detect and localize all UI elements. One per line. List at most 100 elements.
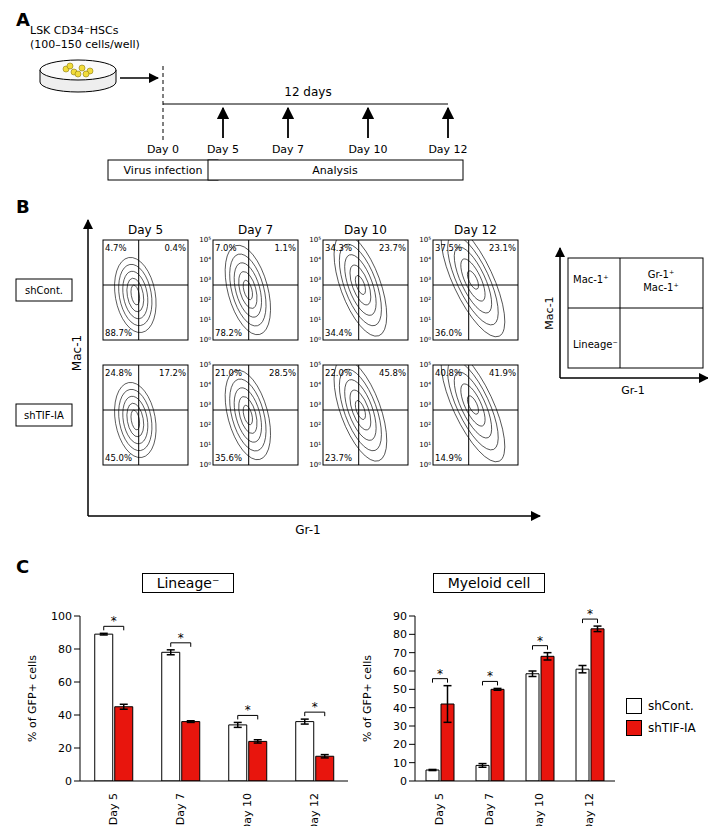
svg-text:10³: 10³: [199, 401, 211, 409]
svg-text:10⁵: 10⁵: [419, 361, 431, 369]
svg-text:90: 90: [393, 610, 407, 623]
svg-text:Day 5: Day 5: [107, 793, 120, 825]
svg-text:80: 80: [393, 628, 407, 641]
svg-text:40: 40: [393, 702, 407, 715]
svg-text:10⁰: 10⁰: [419, 461, 431, 469]
svg-text:10⁰: 10⁰: [419, 336, 431, 344]
svg-text:10³: 10³: [309, 401, 321, 409]
svg-text:Day 0: Day 0: [147, 143, 179, 156]
svg-text:Gr-1: Gr-1: [621, 384, 644, 397]
svg-text:10⁴: 10⁴: [309, 256, 321, 264]
svg-text:10⁴: 10⁴: [419, 381, 431, 389]
svg-text:0: 0: [65, 775, 72, 788]
svg-text:Day 10: Day 10: [344, 223, 387, 237]
svg-text:0: 0: [400, 775, 407, 788]
svg-text:10¹: 10¹: [309, 316, 321, 324]
svg-text:100: 100: [51, 610, 72, 623]
svg-text:10⁰: 10⁰: [199, 461, 211, 469]
svg-text:10²: 10²: [419, 296, 431, 304]
svg-text:Day 10: Day 10: [348, 143, 387, 156]
svg-text:LSK CD34⁻HSCs: LSK CD34⁻HSCs: [30, 24, 119, 37]
svg-text:10⁵: 10⁵: [199, 361, 211, 369]
svg-text:10⁴: 10⁴: [419, 256, 431, 264]
svg-text:*: *: [245, 703, 251, 717]
svg-text:40: 40: [58, 709, 72, 722]
svg-text:78.2%: 78.2%: [215, 328, 242, 338]
svg-text:1.1%: 1.1%: [274, 243, 296, 253]
svg-text:41.9%: 41.9%: [489, 368, 516, 378]
svg-text:10¹: 10¹: [199, 316, 211, 324]
svg-text:10²: 10²: [309, 421, 321, 429]
svg-text:10³: 10³: [419, 401, 431, 409]
svg-text:40.8%: 40.8%: [435, 368, 462, 378]
svg-text:45.8%: 45.8%: [379, 368, 406, 378]
svg-text:Mac-1⁺: Mac-1⁺: [643, 282, 679, 293]
svg-text:10³: 10³: [419, 276, 431, 284]
svg-text:28.5%: 28.5%: [269, 368, 296, 378]
svg-text:21.0%: 21.0%: [215, 368, 242, 378]
svg-text:37.5%: 37.5%: [435, 243, 462, 253]
svg-text:*: *: [111, 614, 117, 628]
svg-text:*: *: [178, 631, 184, 645]
svg-text:30: 30: [393, 720, 407, 733]
svg-text:Day 5: Day 5: [128, 223, 163, 237]
svg-text:shTIF-IA: shTIF-IA: [24, 410, 64, 421]
svg-text:10²: 10²: [199, 296, 211, 304]
svg-text:10⁴: 10⁴: [199, 256, 211, 264]
svg-text:Day 12: Day 12: [308, 793, 321, 826]
svg-text:10⁵: 10⁵: [309, 361, 321, 369]
svg-text:Lineage⁻: Lineage⁻: [573, 339, 618, 350]
svg-text:23.7%: 23.7%: [325, 453, 352, 463]
svg-text:17.2%: 17.2%: [159, 368, 186, 378]
svg-text:% of GFP+ cells: % of GFP+ cells: [361, 655, 374, 742]
svg-text:Analysis: Analysis: [312, 164, 358, 177]
svg-text:36.0%: 36.0%: [435, 328, 462, 338]
svg-text:10⁴: 10⁴: [309, 381, 321, 389]
svg-text:10: 10: [393, 757, 407, 770]
svg-text:10²: 10²: [309, 296, 321, 304]
svg-text:88.7%: 88.7%: [105, 328, 132, 338]
svg-text:10²: 10²: [419, 421, 431, 429]
svg-text:shCont.: shCont.: [25, 285, 63, 296]
svg-text:Day 10: Day 10: [533, 793, 546, 826]
svg-text:35.6%: 35.6%: [215, 453, 242, 463]
svg-text:20: 20: [393, 738, 407, 751]
svg-text:34.3%: 34.3%: [325, 243, 352, 253]
svg-text:23.7%: 23.7%: [379, 243, 406, 253]
svg-text:10⁵: 10⁵: [309, 236, 321, 244]
svg-text:10⁵: 10⁵: [199, 236, 211, 244]
svg-text:10¹: 10¹: [199, 441, 211, 449]
svg-text:10³: 10³: [199, 276, 211, 284]
svg-text:20: 20: [58, 742, 72, 755]
svg-text:Day 5: Day 5: [433, 793, 446, 825]
svg-text:10¹: 10¹: [419, 316, 431, 324]
svg-text:22.0%: 22.0%: [325, 368, 352, 378]
svg-text:10²: 10²: [199, 421, 211, 429]
svg-text:10¹: 10¹: [309, 441, 321, 449]
svg-text:*: *: [587, 607, 593, 621]
svg-text:10⁰: 10⁰: [309, 336, 321, 344]
svg-text:*: *: [487, 669, 493, 683]
svg-text:24.8%: 24.8%: [105, 368, 132, 378]
svg-text:*: *: [437, 667, 443, 681]
svg-text:Virus infection: Virus infection: [124, 164, 203, 177]
svg-text:Mac-1: Mac-1: [543, 296, 556, 329]
svg-text:60: 60: [58, 676, 72, 689]
svg-text:Day 7: Day 7: [483, 793, 496, 825]
svg-text:14.9%: 14.9%: [435, 453, 462, 463]
svg-text:Mac-1: Mac-1: [70, 335, 84, 371]
svg-text:10⁰: 10⁰: [309, 461, 321, 469]
svg-text:Mac-1⁺: Mac-1⁺: [573, 274, 609, 285]
svg-text:4.7%: 4.7%: [105, 243, 127, 253]
svg-text:10³: 10³: [309, 276, 321, 284]
svg-text:Day 7: Day 7: [272, 143, 304, 156]
svg-text:Day 5: Day 5: [207, 143, 239, 156]
svg-text:45.0%: 45.0%: [105, 453, 132, 463]
svg-text:Day 7: Day 7: [238, 223, 273, 237]
svg-text:23.1%: 23.1%: [489, 243, 516, 253]
svg-text:50: 50: [393, 683, 407, 696]
svg-text:Gr-1: Gr-1: [295, 523, 320, 537]
svg-text:10⁰: 10⁰: [199, 336, 211, 344]
svg-text:7.0%: 7.0%: [215, 243, 237, 253]
svg-text:10⁴: 10⁴: [199, 381, 211, 389]
